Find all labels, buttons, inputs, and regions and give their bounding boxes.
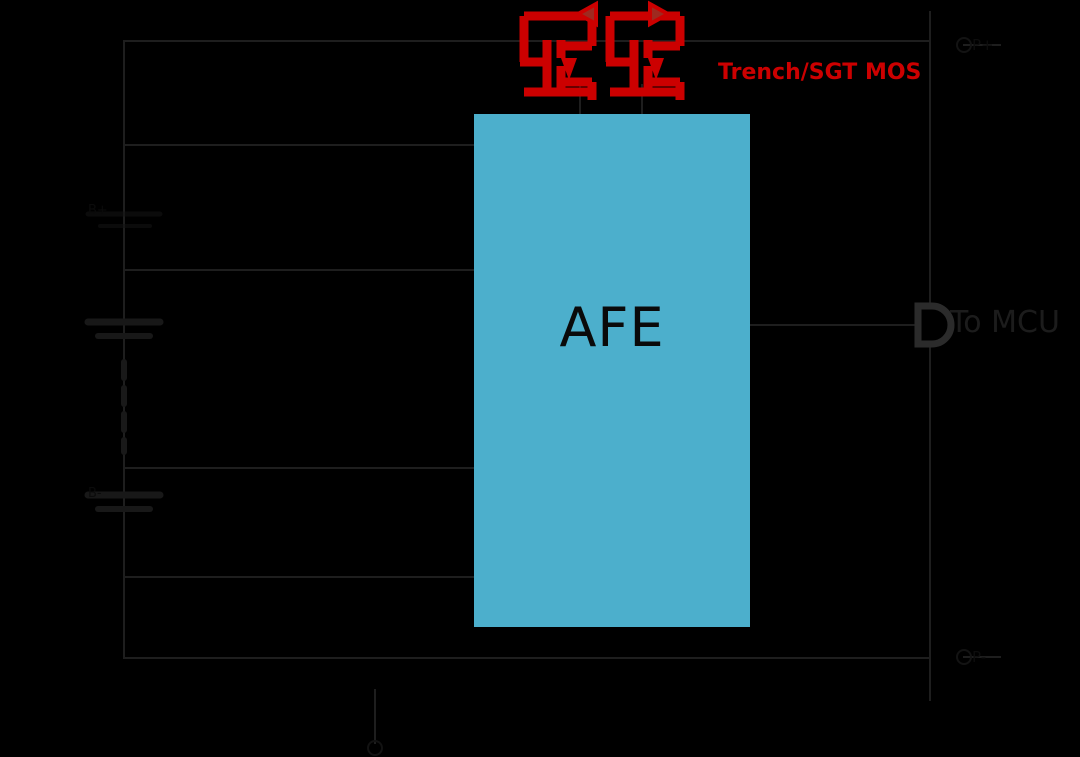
battery-stack (84, 211, 164, 512)
terminal-ground[interactable] (367, 740, 383, 756)
connector-mcu[interactable] (914, 302, 955, 348)
battery-positive-label: B+ (88, 203, 108, 218)
mosfet-discharge-arrow (648, 58, 664, 80)
mosfet-charge-arrow (561, 58, 577, 80)
mosfet-discharge-body-diode (648, 0, 673, 28)
battery-cell-bottom (84, 491, 164, 512)
terminal-p-minus[interactable] (956, 649, 972, 665)
battery-negative-label: B- (88, 486, 102, 501)
battery-terminal-top (85, 211, 163, 228)
mosfet-charge[interactable] (519, 11, 597, 100)
mosfet-charge-body-diode (573, 0, 598, 28)
trench-mos-label: Trench/SGT MOS (718, 60, 922, 85)
pack-negative-label: P- (972, 648, 987, 666)
terminal-p-plus[interactable] (956, 37, 972, 53)
to-mcu-label: To MCU (950, 305, 1060, 340)
afe-block[interactable] (474, 114, 750, 627)
pack-positive-label: P+ (972, 36, 994, 54)
battery-cell-top (84, 318, 164, 339)
